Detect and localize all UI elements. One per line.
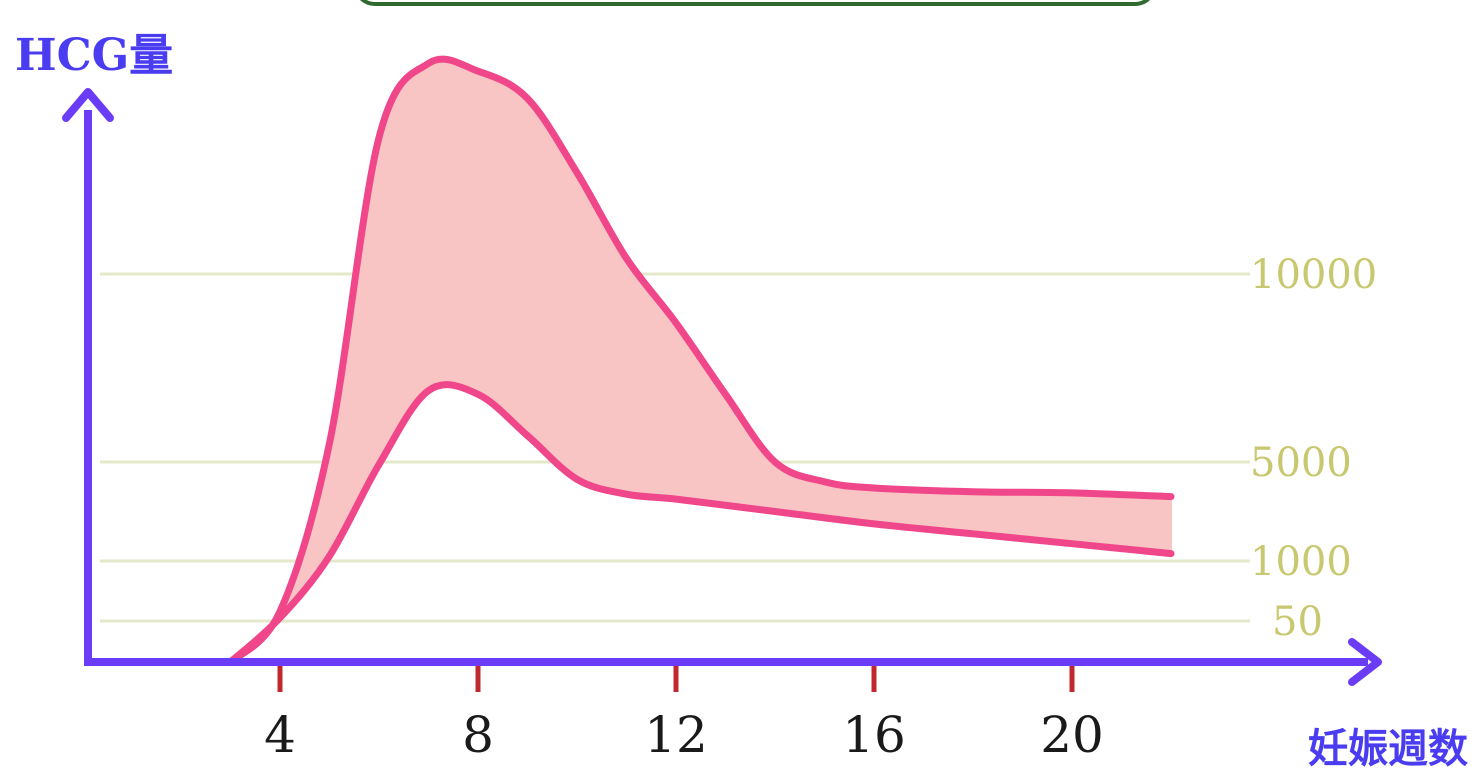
y-tick-label-5000: 5000 [1250,440,1352,486]
y-tick-label-50: 50 [1272,599,1323,645]
axis-layer [62,88,1382,686]
x-tick-label-16: 16 [842,706,906,764]
y-axis-title: HCG量 [15,30,173,81]
y-tick-label-10000: 10000 [1250,252,1377,298]
x-tick-label-4: 4 [264,706,296,764]
x-tick-label-20: 20 [1040,706,1104,764]
x-tick-label-8: 8 [462,706,494,764]
x-tick-label-12: 12 [644,706,708,764]
tick-layer: 4 8 12 16 20 [264,666,1104,764]
lower-bound-line [227,381,1175,666]
x-axis-arrow [1348,638,1382,686]
x-axis-title: 妊娠週数 [1308,725,1468,772]
area-layer [227,55,1175,666]
header-tab-edge [359,0,1151,6]
upper-bound-line [227,55,1175,666]
y-tick-label-1000: 1000 [1250,539,1352,585]
y-axis-arrow [62,88,114,122]
